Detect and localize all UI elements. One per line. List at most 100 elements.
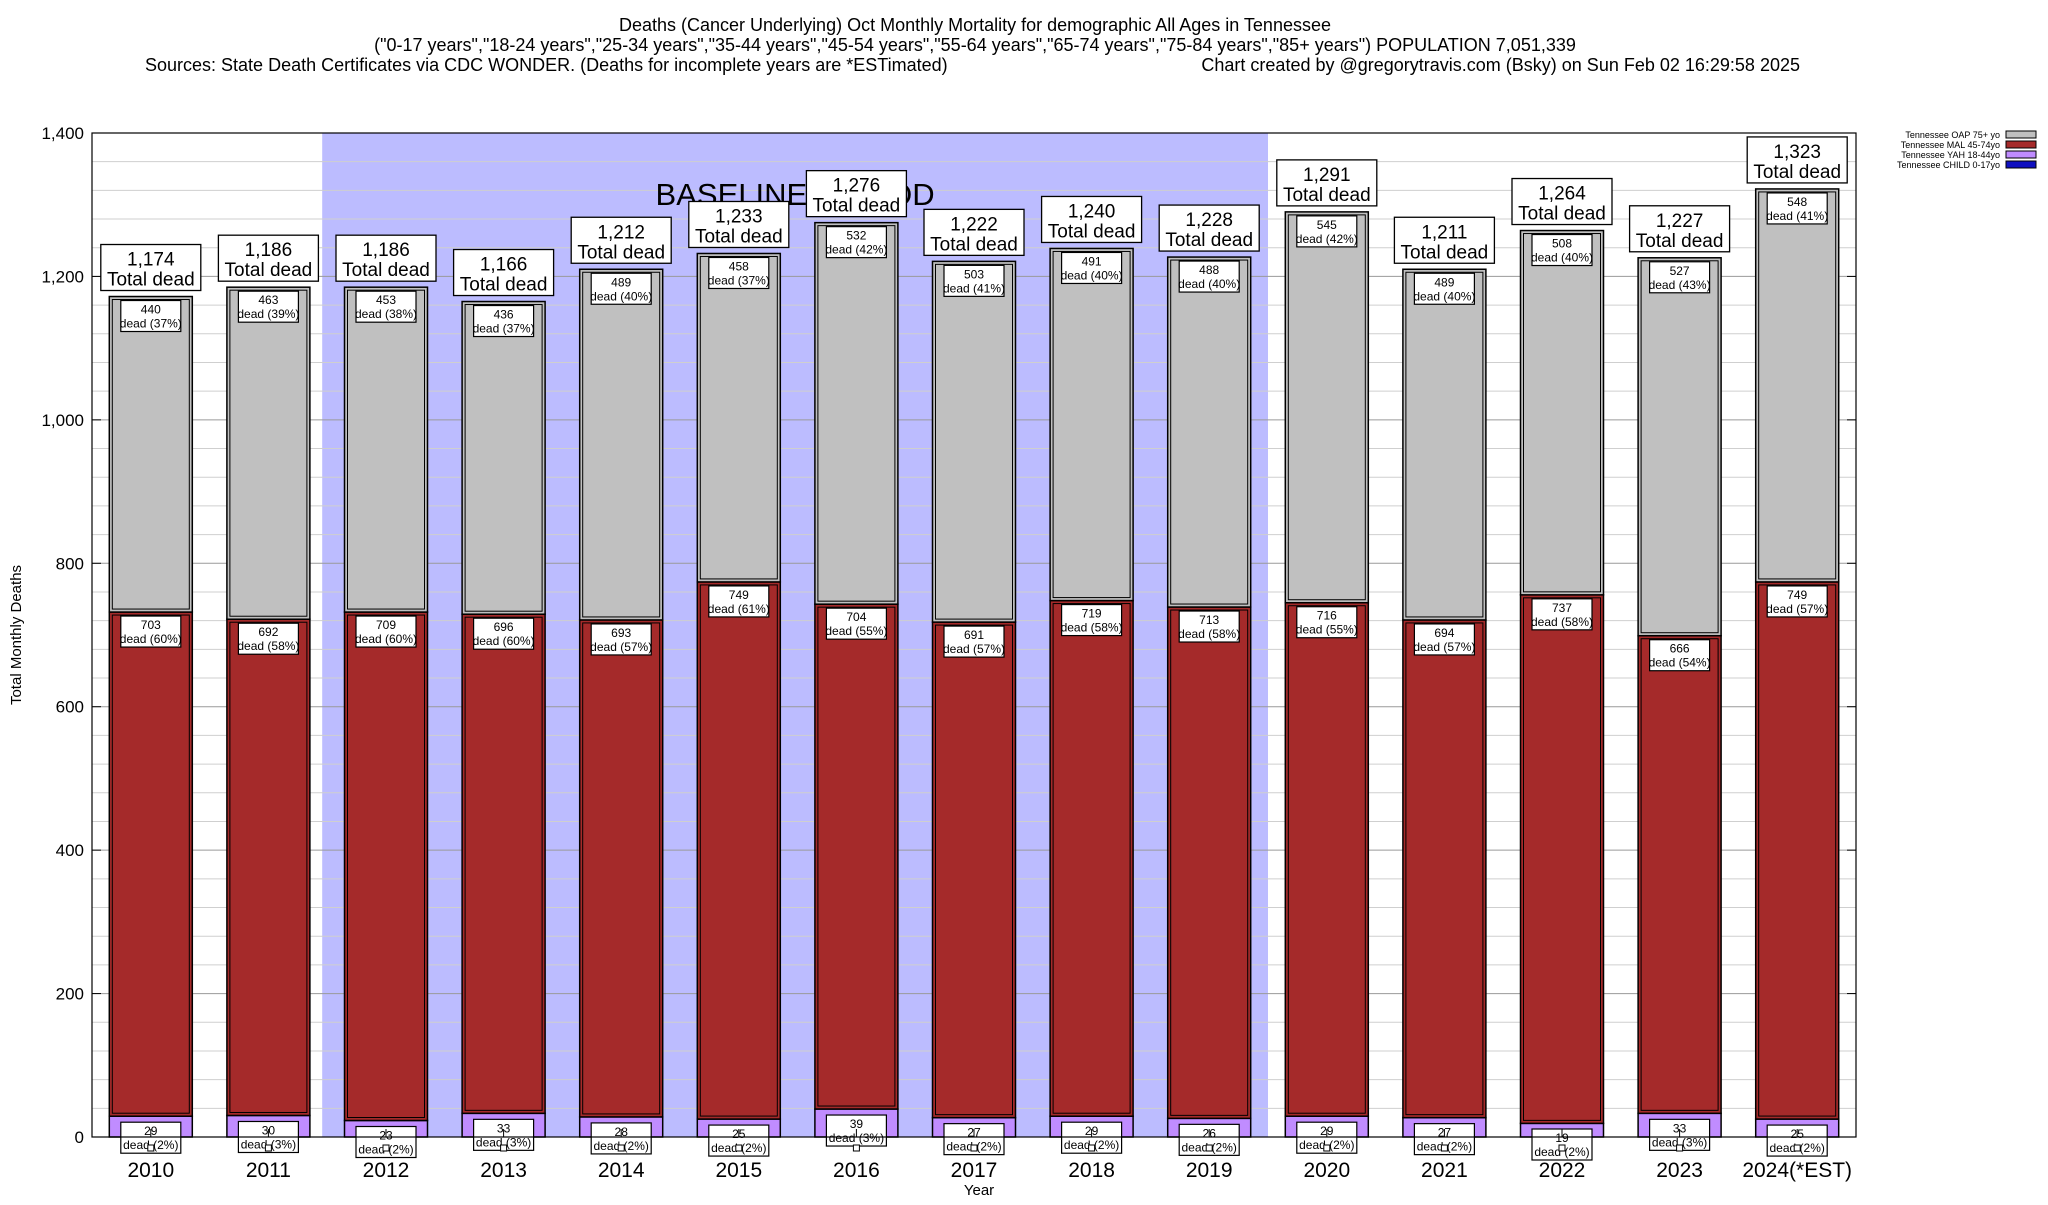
bar-oap-inner: [1170, 259, 1249, 605]
child-marker: [1088, 1144, 1096, 1152]
bar-oap: [1637, 257, 1722, 637]
oap-label-box: [1178, 260, 1240, 293]
mal-label-box: [237, 622, 299, 655]
oap-label-value: 458: [729, 259, 749, 273]
x-tick-label: 2023: [1656, 1159, 1703, 1182]
y-tick-label: 0: [75, 1128, 84, 1147]
bar-mal-inner: [1287, 605, 1366, 1114]
oap-label-value: 489: [611, 275, 631, 289]
y-tick-label: 1,200: [41, 267, 84, 286]
mal-label-box: [1648, 639, 1711, 672]
total-label-value: 1,186: [362, 240, 410, 261]
legend-label: Tennessee OAP 75+ yo: [1905, 130, 2000, 140]
oap-label-pct: dead (40%): [1178, 277, 1240, 291]
total-label-text: Total dead: [577, 242, 665, 263]
total-label-text: Total dead: [1753, 162, 1841, 183]
oap-label-box: [1531, 233, 1593, 267]
mal-label-pct: dead (55%): [825, 624, 887, 638]
child-marker: [617, 1144, 625, 1152]
y-axis-title: Total Monthly Deaths: [8, 565, 25, 705]
oap-label-value: 488: [1199, 263, 1219, 277]
bar-oap-inner: [817, 225, 896, 602]
bar-mal-inner: [1405, 622, 1484, 1116]
child-marker: [500, 1144, 508, 1152]
total-label-box: [570, 216, 672, 264]
bar-mal-inner: [582, 622, 661, 1115]
oap-label-pct: dead (40%): [1531, 251, 1593, 265]
bar-oap: [1284, 211, 1370, 604]
mal-label-box: [1060, 603, 1123, 637]
total-label-box: [1628, 205, 1731, 253]
bar-mal: [1754, 581, 1840, 1120]
yah-label-value: 19: [1555, 1131, 1569, 1145]
total-label-text: Total dead: [1636, 231, 1724, 252]
chart-credit: Chart created by @gregorytravis.com (Bsk…: [1201, 55, 1800, 75]
mal-label-value: 716: [1317, 609, 1337, 623]
mal-label-pct: dead (58%): [1531, 615, 1593, 629]
mal-label-box: [943, 625, 1005, 658]
bar-mal-inner: [1170, 609, 1249, 1116]
bar-oap-inner: [699, 255, 778, 580]
yah-label-value: 33: [1673, 1121, 1687, 1135]
y-tick-label: 200: [56, 985, 84, 1004]
total-label-value: 1,212: [597, 222, 645, 243]
total-label-value: 1,323: [1773, 142, 1821, 163]
x-tick-label: 2016: [833, 1159, 880, 1182]
total-label-text: Total dead: [930, 234, 1018, 255]
mal-label-pct: dead (60%): [120, 632, 182, 646]
x-tick-label: 2019: [1186, 1159, 1233, 1182]
bar-oap: [1402, 268, 1487, 621]
child-marker: [1793, 1144, 1801, 1152]
total-label-box: [1393, 216, 1496, 264]
bar-oap: [931, 260, 1017, 623]
legend-label: Tennessee MAL 45-74yo: [1901, 140, 2000, 150]
oap-label-box: [1766, 192, 1828, 225]
mal-label-box: [708, 585, 770, 618]
mal-label-value: 737: [1552, 601, 1572, 615]
bar-oap-inner: [1287, 214, 1366, 601]
total-label-box: [100, 243, 202, 292]
bar-mal: [226, 618, 311, 1117]
oap-label-pct: dead (38%): [355, 307, 417, 321]
bar-mal-inner: [1758, 584, 1837, 1117]
oap-label-pct: dead (40%): [1061, 268, 1123, 282]
total-label-value: 1,211: [1421, 222, 1467, 243]
mal-label-value: 719: [1082, 607, 1102, 621]
yah-label-value: 33: [497, 1121, 511, 1135]
bar-oap: [108, 295, 194, 613]
total-label-value: 1,240: [1068, 201, 1116, 222]
total-label-value: 1,276: [833, 176, 881, 197]
oap-label-value: 440: [141, 303, 161, 317]
mal-label-box: [1766, 585, 1828, 618]
mal-label-pct: dead (58%): [1061, 621, 1123, 635]
mal-label-pct: dead (60%): [355, 632, 417, 646]
bar-oap-inner: [1052, 250, 1131, 599]
total-label-text: Total dead: [342, 260, 430, 281]
legend-label: Tennessee CHILD 0-17yo: [1897, 160, 2000, 170]
mal-label-pct: dead (58%): [237, 639, 299, 653]
bar-mal-inner: [464, 616, 543, 1111]
bar-mal-inner: [935, 624, 1013, 1116]
bar-mal: [1637, 634, 1722, 1115]
oap-label-box: [1413, 272, 1476, 305]
child-marker: [735, 1144, 743, 1152]
bar-oap: [578, 268, 664, 621]
oap-label-pct: dead (37%): [473, 322, 535, 336]
x-tick-label: 2020: [1303, 1159, 1350, 1182]
x-tick-label: 2017: [951, 1159, 998, 1182]
yah-label-pct: dead (3%): [1652, 1135, 1707, 1149]
oap-label-value: 503: [964, 267, 984, 281]
mal-label-pct: dead (60%): [473, 634, 535, 648]
